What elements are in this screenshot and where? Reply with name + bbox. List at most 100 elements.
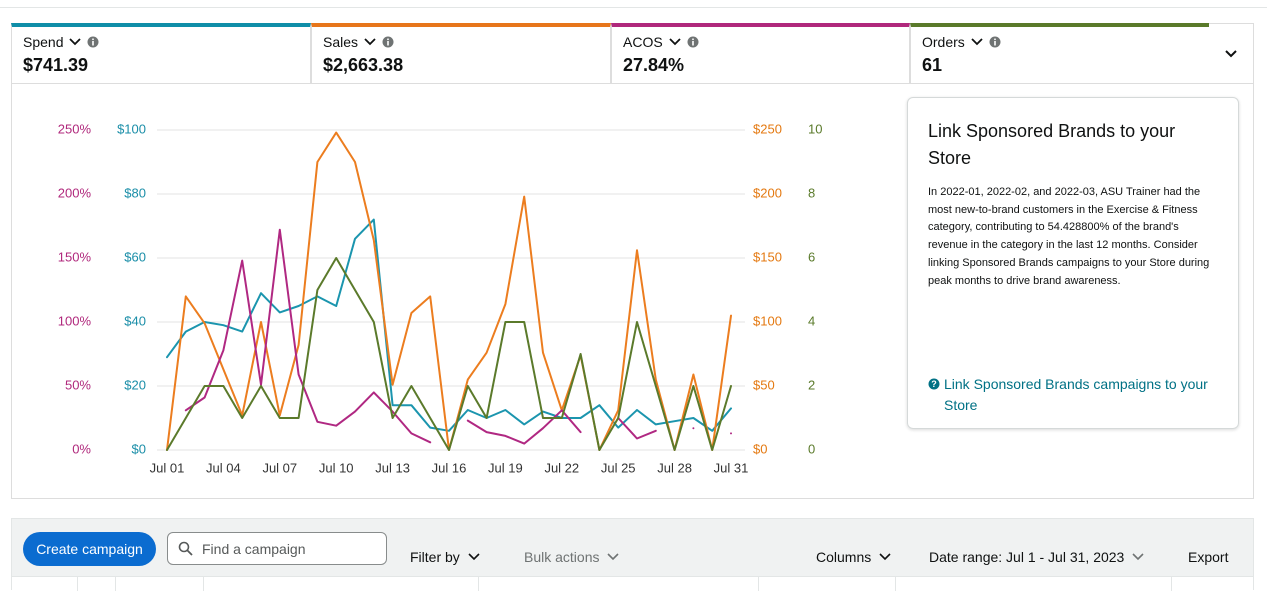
metric-tab[interactable]: Spend $741.39 bbox=[11, 23, 311, 84]
create-campaign-button[interactable]: Create campaign bbox=[23, 532, 156, 566]
metric-label-row: Spend bbox=[23, 33, 299, 51]
card-body: In 2022-01, 2022-02, and 2022-03, ASU Tr… bbox=[928, 186, 1210, 287]
series-line bbox=[166, 257, 732, 451]
table-header bbox=[11, 576, 1254, 591]
y-tick-label: $40 bbox=[124, 313, 146, 328]
x-tick-label: Jul 28 bbox=[657, 460, 692, 475]
metric-label-row: ACOS bbox=[623, 33, 898, 51]
x-tick-label: Jul 13 bbox=[375, 460, 410, 475]
y-tick-label: $20 bbox=[124, 377, 146, 392]
bulk-actions-dropdown[interactable]: Bulk actions bbox=[524, 549, 620, 565]
button-label: Create campaign bbox=[36, 541, 143, 557]
column-divider bbox=[77, 577, 78, 591]
x-tick-label: Jul 22 bbox=[544, 460, 579, 475]
y-tick-label: 200% bbox=[58, 185, 92, 200]
y-tick-label: $250 bbox=[753, 121, 782, 136]
metric-label: Orders bbox=[922, 34, 965, 50]
info-icon bbox=[989, 36, 1001, 48]
chevron-icon bbox=[69, 38, 82, 46]
x-tick-label: Jul 19 bbox=[488, 460, 523, 475]
metric-value: $2,663.38 bbox=[323, 55, 404, 75]
card-link-text[interactable]: Link Sponsored Brands campaigns to your … bbox=[944, 376, 1208, 413]
x-tick-label: Jul 04 bbox=[206, 460, 241, 475]
date-range-dropdown[interactable]: Date range: Jul 1 - Jul 31, 2023 bbox=[929, 549, 1144, 565]
y-tick-label: $60 bbox=[124, 249, 146, 264]
help-icon: ? bbox=[928, 378, 940, 390]
filter-dropdown[interactable]: Filter by bbox=[410, 549, 480, 565]
metric-value: 61 bbox=[922, 55, 943, 75]
y-tick-label: 0% bbox=[72, 441, 91, 456]
series-line bbox=[184, 228, 732, 445]
chevron-icon bbox=[971, 38, 983, 46]
y-tick-label: 6 bbox=[808, 249, 815, 264]
y-tick-label: 4 bbox=[808, 313, 815, 328]
chevron-icon bbox=[468, 553, 480, 561]
metric-tab[interactable]: Sales $2,663.38 bbox=[311, 23, 611, 84]
series-line bbox=[166, 218, 732, 432]
column-divider bbox=[1171, 577, 1172, 591]
y-tick-label: 50% bbox=[65, 377, 91, 392]
metric-label: Spend bbox=[23, 34, 64, 50]
x-tick-label: Jul 25 bbox=[601, 460, 636, 475]
chart: 0% 50% 100% 150% 200% 250% $0 $20 $40 $60 $80 $100 $… bbox=[58, 121, 823, 475]
metric-label: ACOS bbox=[623, 34, 663, 50]
y-tick-label: 10 bbox=[808, 121, 822, 136]
export-label: Export bbox=[1188, 549, 1229, 565]
y-tick-label: 150% bbox=[58, 249, 92, 264]
chevron-icon bbox=[364, 38, 376, 46]
y-tick-label: 250% bbox=[58, 121, 92, 136]
y-tick-label: $150 bbox=[753, 249, 782, 264]
metric-tab[interactable]: Orders 61 bbox=[910, 23, 1210, 84]
y-tick-label: 0 bbox=[808, 441, 815, 456]
y-tick-label: $200 bbox=[753, 185, 782, 200]
columns-dropdown[interactable]: Columns bbox=[816, 549, 891, 565]
y-tick-label: $100 bbox=[753, 313, 782, 328]
filter-label: Filter by bbox=[410, 549, 460, 565]
search-box[interactable]: Find a campaign bbox=[167, 532, 387, 565]
insight-card: Link Sponsored Brands to your Store In 2… bbox=[907, 97, 1239, 429]
expand-button[interactable] bbox=[1209, 23, 1254, 84]
x-tick-label: Jul 01 bbox=[150, 460, 185, 475]
card-link[interactable]: ? Link Sponsored Brands campaigns to you… bbox=[928, 374, 1218, 416]
export-button[interactable]: Export bbox=[1188, 549, 1228, 565]
metric-label-row: Sales bbox=[323, 33, 599, 51]
chart-panel bbox=[11, 83, 1254, 499]
metric-value: 27.84% bbox=[623, 55, 685, 75]
y-tick-label: 8 bbox=[808, 185, 815, 200]
search-icon bbox=[178, 541, 193, 556]
bulk-label: Bulk actions bbox=[524, 549, 600, 565]
info-icon bbox=[687, 36, 699, 48]
chevron-icon bbox=[1225, 50, 1237, 58]
y-tick-label: $0 bbox=[132, 441, 146, 456]
y-tick-label: $50 bbox=[753, 377, 775, 392]
card-title: Link Sponsored Brands to your Store bbox=[928, 121, 1176, 168]
x-tick-label: Jul 07 bbox=[262, 460, 297, 475]
column-divider bbox=[478, 577, 479, 591]
column-divider bbox=[203, 577, 204, 591]
y-tick-label: 100% bbox=[58, 313, 92, 328]
metric-value: $741.39 bbox=[23, 55, 89, 75]
info-icon bbox=[382, 36, 394, 48]
info-icon bbox=[87, 36, 99, 48]
chevron-icon bbox=[879, 553, 891, 561]
x-tick-label: Jul 31 bbox=[714, 460, 749, 475]
chevron-icon bbox=[607, 553, 620, 561]
search-placeholder: Find a campaign bbox=[202, 540, 306, 557]
y-tick-label: $80 bbox=[124, 185, 146, 200]
date-range-label: Date range: Jul 1 - Jul 31, 2023 bbox=[929, 549, 1125, 565]
metric-label: Sales bbox=[323, 34, 359, 50]
y-tick-label: $100 bbox=[117, 121, 146, 136]
top-rule bbox=[0, 7, 1267, 8]
svg-text:?: ? bbox=[931, 379, 937, 389]
x-tick-label: Jul 10 bbox=[319, 460, 354, 475]
chevron-icon bbox=[1132, 553, 1144, 561]
y-tick-label: $0 bbox=[753, 441, 767, 456]
metric-label-row: Orders bbox=[922, 33, 1198, 51]
columns-label: Columns bbox=[816, 549, 872, 565]
x-tick-label: Jul 16 bbox=[432, 460, 467, 475]
column-divider bbox=[115, 577, 116, 591]
y-tick-label: 2 bbox=[808, 377, 815, 392]
metric-tab[interactable]: ACOS 27.84% bbox=[611, 23, 910, 84]
column-divider bbox=[758, 577, 759, 591]
